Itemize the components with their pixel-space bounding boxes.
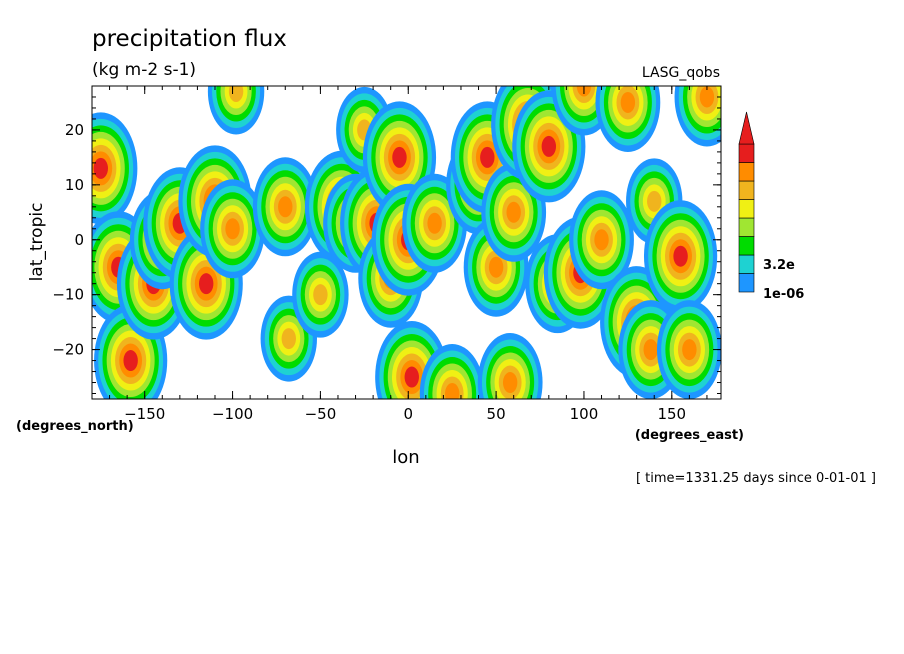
y-tick-label: 0 [74,231,84,249]
precip-cell [477,333,543,399]
x-tick-label: 150 [657,405,686,423]
contour-level-8 [404,366,419,388]
colorbar-label-lower: 1e-06 [763,287,804,302]
y-units-label: (degrees_north) [16,419,134,434]
precip-cell [656,300,721,399]
y-axis-label: lat_tropic [27,203,47,282]
dataset-label: LASG_qobs [642,65,720,81]
contour-level-8 [93,157,108,179]
colorbar-swatch [738,236,755,256]
colorbar-swatch [738,217,755,237]
colorbar-swatch [738,180,755,200]
contour-level-6 [228,86,244,102]
contour-level-7 [643,339,658,361]
y-tick-label: −20 [52,341,84,359]
contour-level-7 [682,339,697,361]
contour-level-7 [278,196,293,218]
contour-level-6 [647,190,662,212]
contour-level-7 [225,218,240,240]
precip-cell [92,112,138,225]
x-axis: −150 −100 −50 0 50 100 150 [109,86,708,423]
x-tick-label: 100 [570,405,599,423]
x-units-label: (degrees_east) [635,428,744,443]
time-label: [ time=1331.25 days since 0-01-01 ] [636,471,876,486]
colorbar-swatch [738,162,755,182]
contour-level-8 [199,273,214,295]
y-tick-label: −10 [52,286,84,304]
precip-cell [200,179,265,279]
colorbar [738,111,755,293]
contour-level-7 [444,383,460,399]
colorbar-swatch [738,199,755,219]
precip-cell [419,344,485,399]
colorbar-extend-arrow [738,111,755,145]
contour-level-7 [620,91,636,113]
contour-level-8 [541,135,557,157]
contour-level-7 [594,229,609,251]
y-axis: −20 −10 0 10 20 [52,85,721,395]
x-tick-label: −150 [124,405,165,423]
x-axis-label: lon [392,447,419,468]
precip-cell [643,200,718,313]
precip-cell [569,190,634,290]
contour-level-8 [480,146,495,168]
chart-title: precipitation flux [92,26,287,52]
contour-level-8 [392,146,407,168]
x-tick-label: 50 [487,405,506,423]
contour-level-7 [506,201,521,223]
precip-cell [252,157,318,257]
contour-field [92,86,721,399]
colorbar-swatch [738,273,755,293]
x-tick-label: −50 [305,405,337,423]
precip-cell [595,86,661,152]
colorbar-swatch [738,254,755,274]
y-tick-label: 10 [65,176,84,194]
plot-frame [91,85,722,400]
contour-level-8 [673,245,688,267]
chart-subtitle: (kg m-2 s-1) [92,60,196,80]
colorbar-swatch [738,143,755,163]
contour-level-7 [699,86,715,108]
contour-level-7 [502,372,518,394]
contour-level-7 [488,256,504,278]
contour-level-6 [313,284,328,306]
precip-cell [292,251,349,338]
contour-level-6 [281,328,296,350]
x-tick-label: −100 [212,405,253,423]
colorbar-label-upper: 3.2e [763,258,795,273]
precip-cell [207,86,265,135]
precip-cell [674,86,721,147]
contour-level-7 [427,212,442,234]
precip-cell [362,101,437,214]
contour-level-8 [123,350,138,372]
x-tick-label: 0 [403,405,413,423]
y-tick-label: 20 [65,121,84,139]
